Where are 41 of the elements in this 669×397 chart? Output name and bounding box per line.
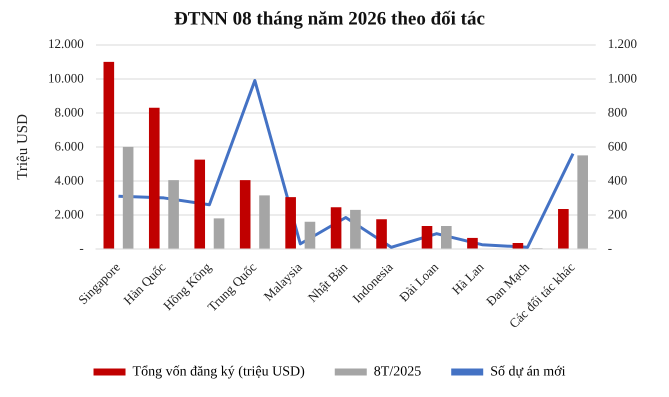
legend-label: 8T/2025 xyxy=(374,364,422,380)
y2-tick-label: 1.200 xyxy=(608,36,637,52)
y-tick-label: - xyxy=(79,240,84,256)
bar xyxy=(376,219,387,248)
bar xyxy=(422,226,432,248)
x-tick-label: Hà Lan xyxy=(448,259,488,298)
y-tick-label: 10.000 xyxy=(48,70,84,86)
bar xyxy=(304,222,316,248)
bar xyxy=(194,160,206,248)
bar xyxy=(122,146,134,248)
y2-tick-label: 1.000 xyxy=(608,70,637,86)
bar xyxy=(467,238,478,248)
chart-title: ĐTNN 08 tháng năm 2026 theo đối tác xyxy=(174,8,485,30)
x-tick-label: Đài Loan xyxy=(396,259,442,304)
bar xyxy=(285,197,296,248)
bar xyxy=(240,180,250,248)
y2-tick-label: 200 xyxy=(608,206,628,222)
bar xyxy=(441,226,452,248)
bar xyxy=(330,207,342,248)
bar xyxy=(214,218,224,248)
bar xyxy=(168,180,179,248)
bar xyxy=(558,208,569,248)
y2-tick-label: 800 xyxy=(608,104,628,120)
bar xyxy=(259,195,270,248)
bar xyxy=(148,108,160,248)
y2-tick-label: - xyxy=(608,240,612,256)
bar xyxy=(512,243,524,248)
y2-tick-label: 400 xyxy=(608,172,628,188)
y-tick-label: 4.000 xyxy=(54,172,84,188)
legend-label: Số dự án mới xyxy=(490,364,566,380)
legend-label: Tổng vốn đăng ký (triệu USD) xyxy=(132,364,306,380)
y-tick-label: 2.000 xyxy=(54,206,84,222)
y-tick-label: 8.000 xyxy=(54,104,84,120)
bar xyxy=(577,155,588,248)
y-axis-title: Triệu USD xyxy=(14,114,31,180)
bar xyxy=(104,62,114,248)
y-tick-label: 12.000 xyxy=(48,36,84,52)
y2-tick-label: 600 xyxy=(608,138,628,154)
bar xyxy=(350,210,361,248)
x-tick-label: Nhật Bản xyxy=(304,259,351,306)
y-tick-label: 6.000 xyxy=(54,138,84,154)
